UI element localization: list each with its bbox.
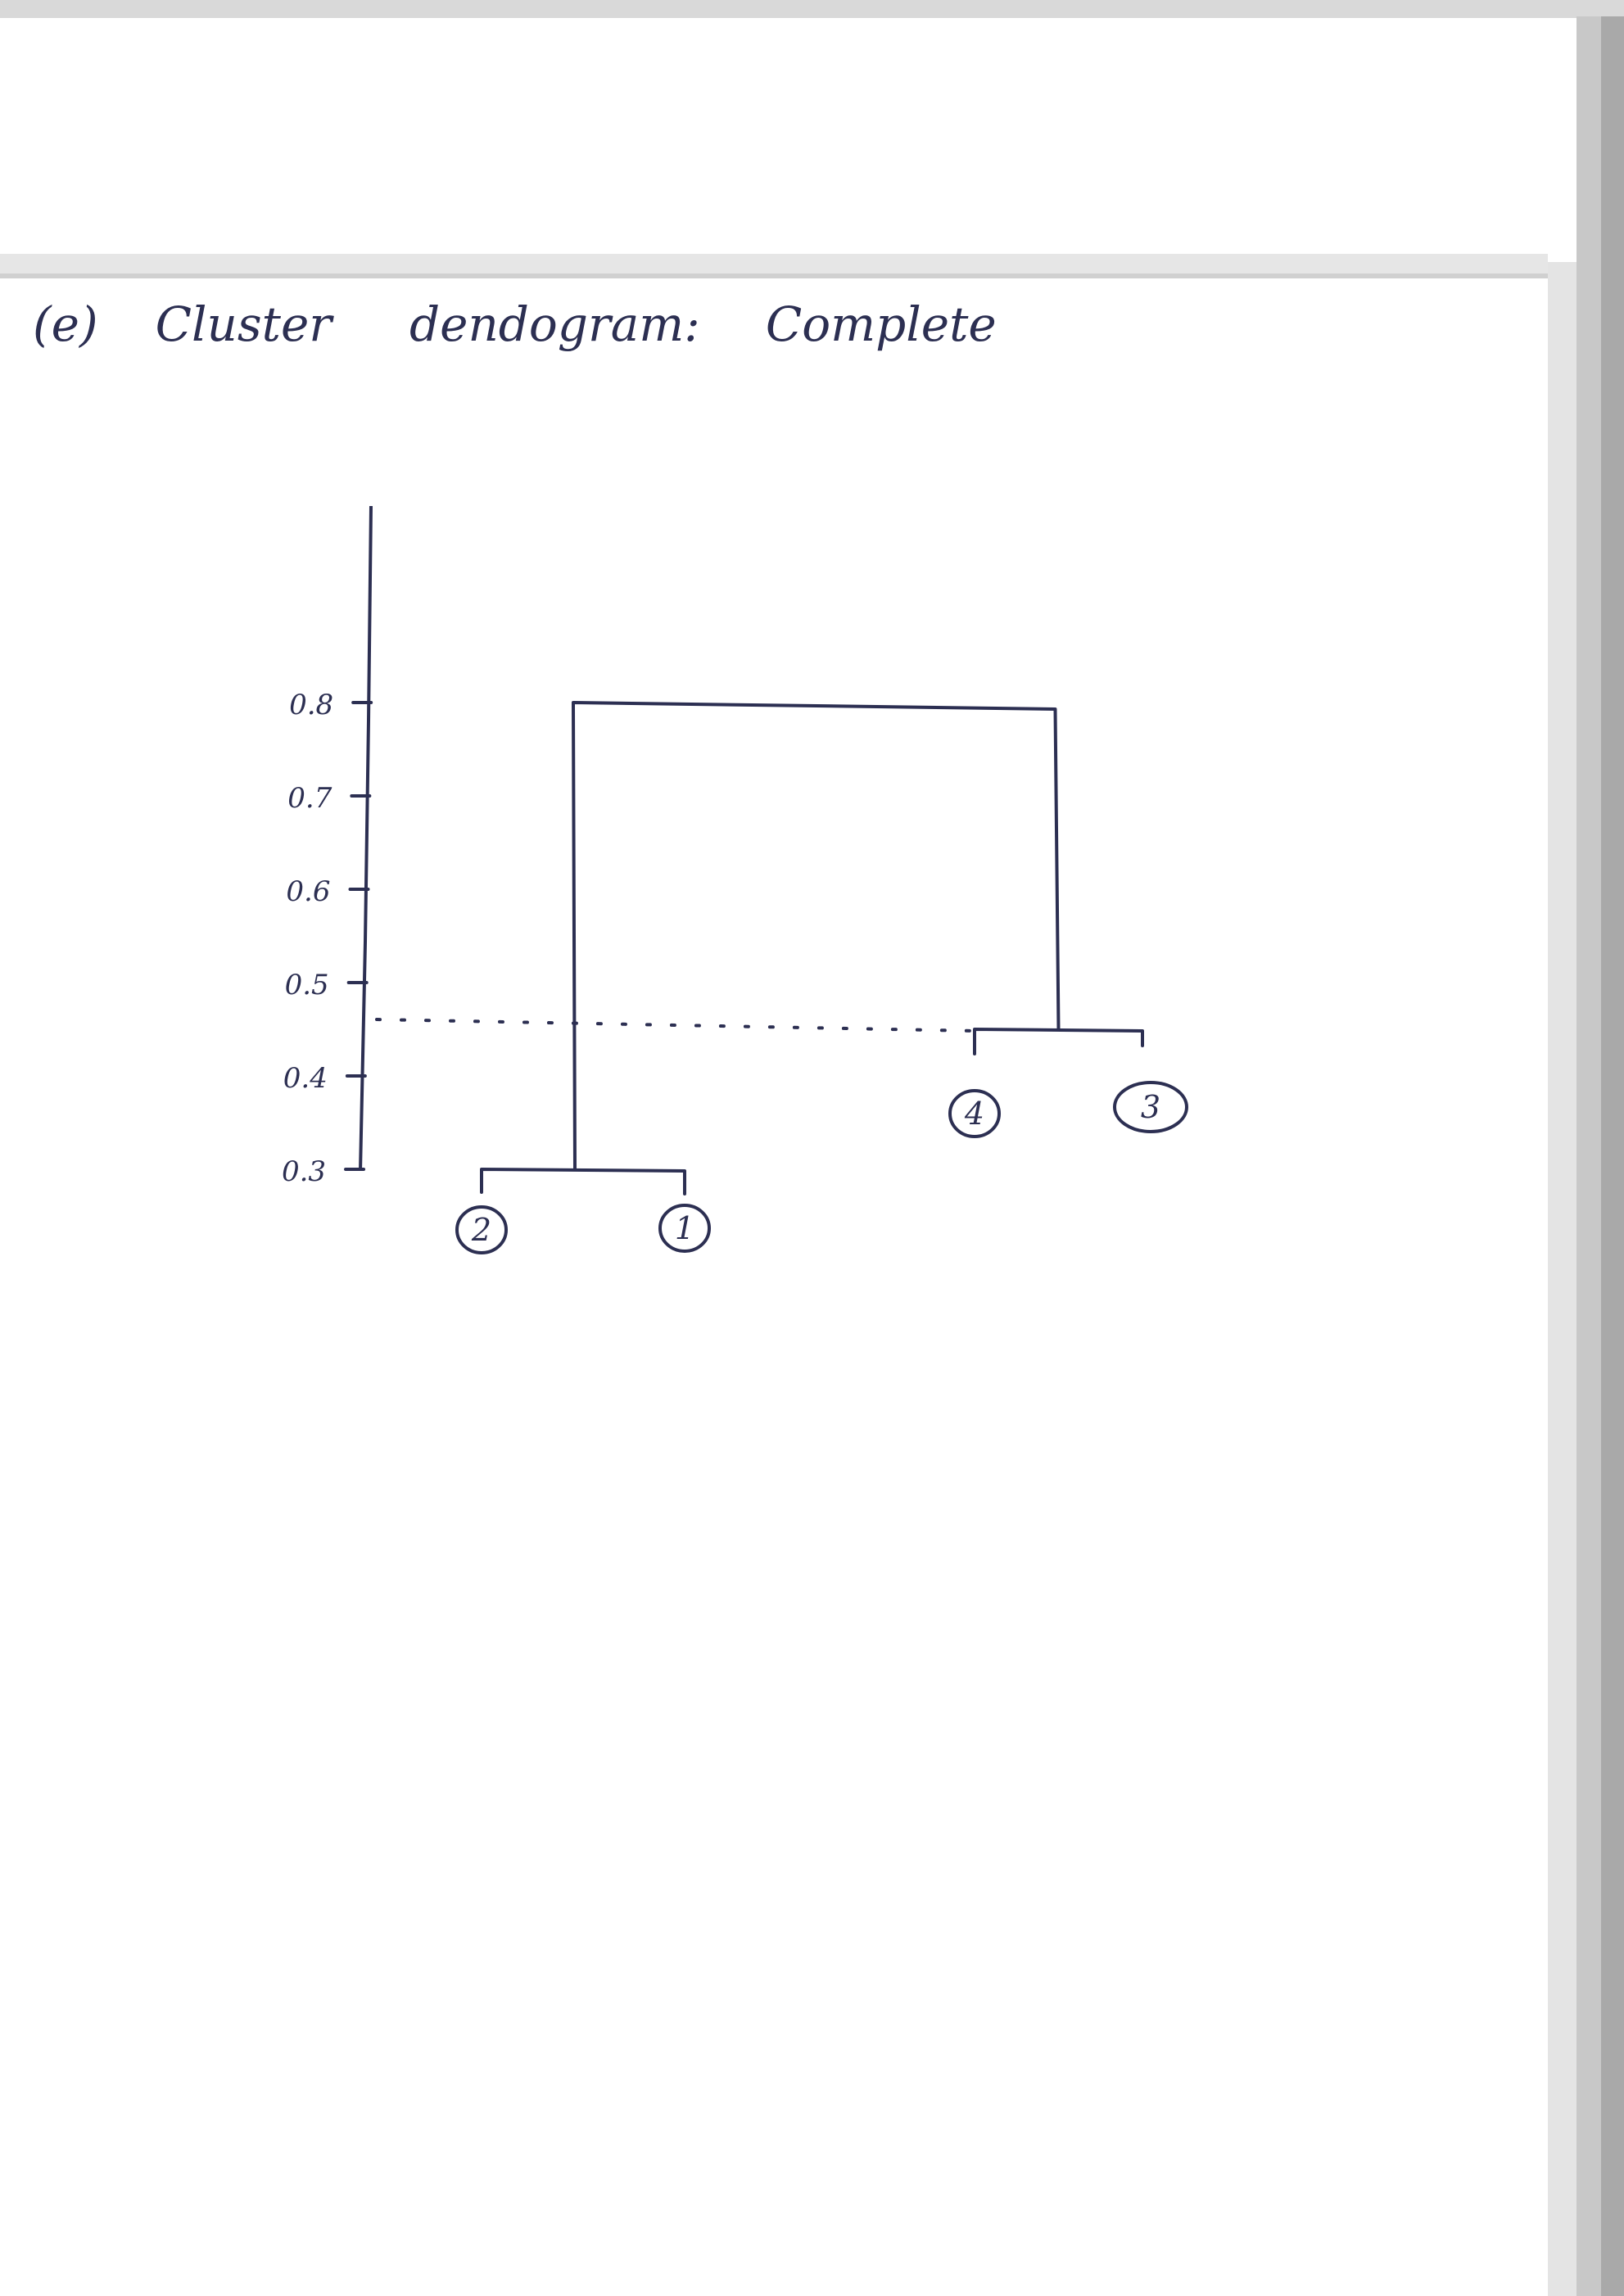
y-tick-label-0-8: 0.8 <box>289 689 333 721</box>
merge-link-4-3 <box>973 1028 1144 1055</box>
leaf-label-2: 2 <box>471 1212 491 1248</box>
y-tick-label-0-6: 0.6 <box>286 875 330 908</box>
page-heading: (e) Cluster dendogram: Complete <box>33 296 997 352</box>
leaf-circle-1 <box>658 1204 711 1253</box>
cut-line-dotted <box>375 1018 976 1033</box>
leaf-circle-2 <box>455 1205 508 1254</box>
leaf-label-4: 4 <box>964 1096 984 1132</box>
item-label: (e) <box>33 296 98 352</box>
leaf-label-1: 1 <box>675 1210 694 1246</box>
leaf-circle-3 <box>1113 1081 1188 1133</box>
y-tick-label-0-4: 0.4 <box>283 1062 328 1095</box>
merge-link-2-1 <box>480 1168 686 1195</box>
y-tick-label-0-5: 0.5 <box>285 969 329 1001</box>
heading-word-dendogram: dendogram: <box>409 296 700 352</box>
heading-word-cluster: Cluster <box>155 296 332 352</box>
y-tick-label-0-7: 0.7 <box>287 782 332 815</box>
leaf-label-3: 3 <box>1141 1089 1160 1125</box>
merge-link-root <box>572 701 1061 1171</box>
y-tick-label-0-3: 0.3 <box>282 1155 326 1188</box>
y-axis-line <box>359 505 373 1172</box>
leaf-circle-4 <box>948 1089 1001 1138</box>
heading-word-complete: Complete <box>765 296 997 352</box>
